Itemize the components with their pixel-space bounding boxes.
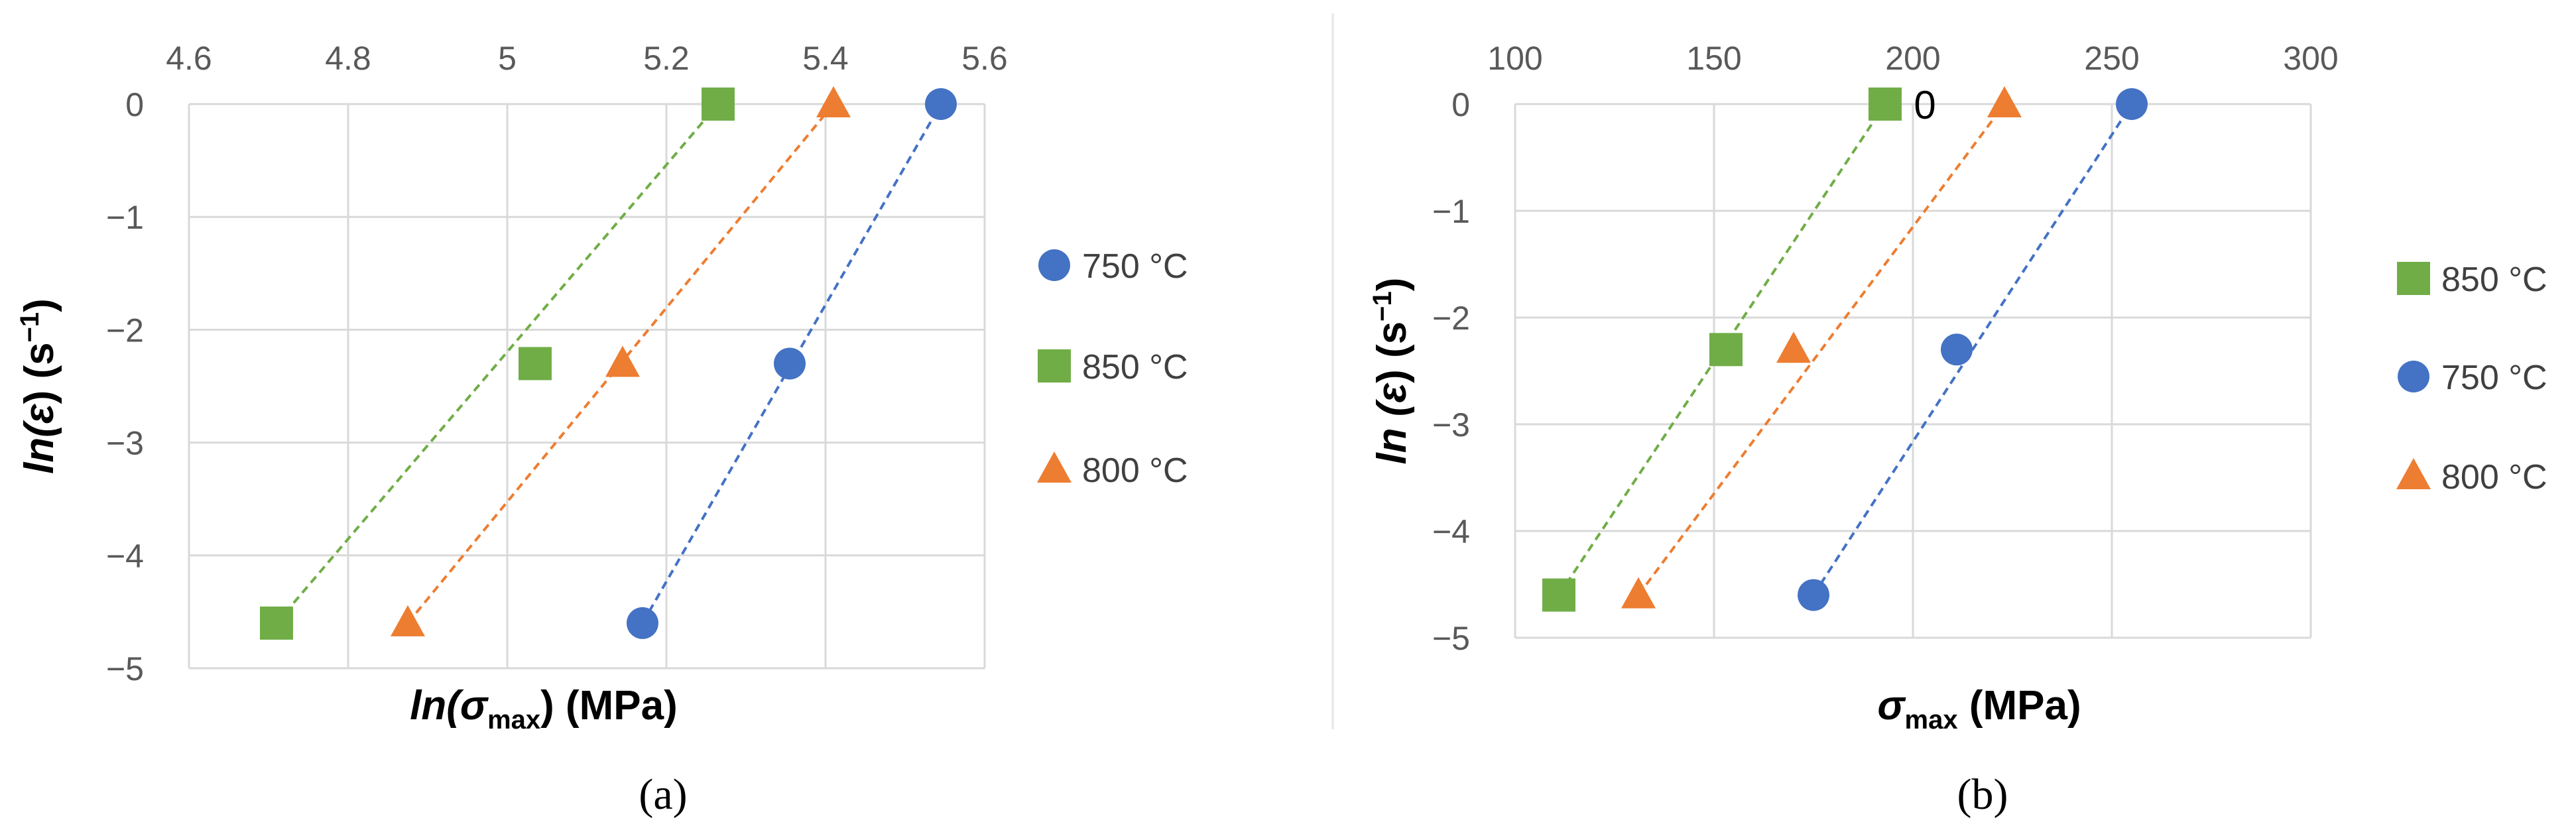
y-axis-title: ln (ε) (s−1) bbox=[1368, 278, 1415, 465]
trendline-triangle bbox=[1637, 103, 2006, 596]
x-tick-label: 5 bbox=[498, 40, 517, 77]
x-axis-title: σmax (MPa) bbox=[1877, 683, 2081, 735]
x-tick-label: 5.6 bbox=[961, 40, 1008, 77]
data-point-square bbox=[702, 88, 735, 121]
legend-marker-triangle bbox=[1037, 451, 1072, 483]
y-tick-label: −3 bbox=[1432, 406, 1470, 444]
legend-label: 750 °C bbox=[1082, 247, 1188, 286]
data-point-square bbox=[1709, 333, 1743, 367]
y-tick-label: −3 bbox=[106, 425, 144, 462]
data-point-square bbox=[519, 347, 552, 381]
data-point-circle bbox=[925, 88, 957, 120]
y-tick-label: −5 bbox=[106, 650, 144, 687]
y-tick-label: −1 bbox=[106, 199, 144, 236]
y-tick-label: −2 bbox=[106, 312, 144, 349]
data-point-circle bbox=[2116, 88, 2148, 120]
chart-panel-a: 4.6 4.8 5 5.2 5.4 5.6 0 −1 −2 −3 −4 −5 750 °C 850 °C 8… bbox=[15, 40, 1188, 819]
legend-marker-square bbox=[2397, 262, 2430, 295]
data-point-square bbox=[1542, 578, 1575, 612]
legend-label: 750 °C bbox=[2441, 359, 2547, 397]
x-axis-title: ln(σmax) (MPa) bbox=[410, 683, 678, 735]
x-tick-label: 200 bbox=[1885, 40, 1940, 77]
data-point-square bbox=[260, 606, 293, 640]
y-tick-label: −2 bbox=[1432, 300, 1470, 337]
data-point-triangle bbox=[816, 86, 851, 117]
x-tick-label: 150 bbox=[1686, 40, 1741, 77]
legend-marker-circle bbox=[1038, 249, 1070, 281]
data-point-triangle bbox=[391, 605, 425, 636]
y-tick-label: 0 bbox=[125, 86, 144, 123]
y-tick-label: −5 bbox=[1432, 620, 1470, 657]
data-point-square bbox=[1869, 88, 1902, 121]
data-point-circle bbox=[774, 347, 806, 380]
y-tick-label: 0 bbox=[1451, 86, 1470, 123]
y-tick-label: −1 bbox=[1432, 193, 1470, 230]
x-tick-label: 4.6 bbox=[166, 40, 212, 77]
data-point-circle bbox=[627, 607, 658, 639]
data-point-triangle bbox=[1621, 577, 1656, 609]
legend-label: 800 °C bbox=[2441, 458, 2547, 497]
x-tick-label: 5.2 bbox=[643, 40, 690, 77]
data-point-triangle bbox=[1776, 331, 1811, 363]
x-tick-label: 5.4 bbox=[802, 40, 849, 77]
chart-panel-b: 100 150 200 250 300 0 −1 −2 −3 −4 −5 0 850 °C 750 °C 8… bbox=[1368, 40, 2547, 819]
y-tick-label: −4 bbox=[1432, 513, 1470, 550]
panel-label: (b) bbox=[1957, 770, 2008, 819]
x-tick-label: 250 bbox=[2084, 40, 2139, 77]
legend-label: 850 °C bbox=[2441, 261, 2547, 299]
annotation-label: 0 bbox=[1914, 83, 1935, 127]
data-point-circle bbox=[1941, 333, 1973, 366]
x-tick-label: 4.8 bbox=[325, 40, 371, 77]
y-tick-label: −4 bbox=[106, 538, 144, 575]
x-tick-label: 100 bbox=[1487, 40, 1542, 77]
panel-label: (a) bbox=[639, 770, 687, 819]
legend-label: 800 °C bbox=[1082, 451, 1188, 490]
legend-marker-square bbox=[1038, 349, 1071, 383]
trendline-square bbox=[275, 103, 719, 624]
data-point-triangle bbox=[1987, 86, 2022, 117]
x-tick-label: 300 bbox=[2283, 40, 2338, 77]
legend-marker-triangle bbox=[2396, 458, 2431, 489]
data-point-triangle bbox=[605, 345, 640, 377]
legend-marker-circle bbox=[2398, 361, 2429, 392]
data-point-circle bbox=[1798, 579, 1829, 611]
legend-label: 850 °C bbox=[1082, 348, 1188, 386]
y-axis-title: ln(ε) (s−1) bbox=[15, 298, 62, 474]
